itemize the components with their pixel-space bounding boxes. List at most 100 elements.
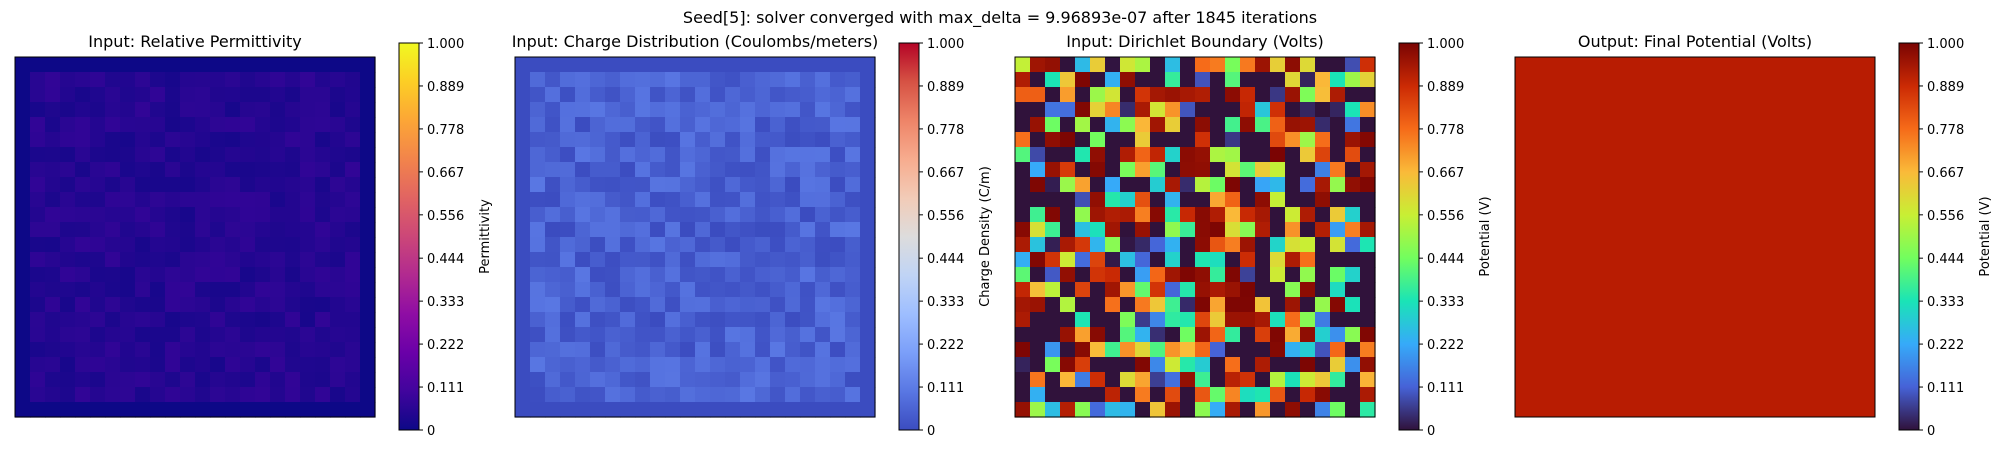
heatmap-cell <box>45 72 61 88</box>
heatmap-cell <box>740 102 756 118</box>
heatmap-cell <box>1225 387 1241 403</box>
heatmap-cell <box>240 312 256 328</box>
heatmap-cell <box>1330 357 1346 373</box>
heatmap-cell <box>60 387 76 403</box>
heatmap-cell <box>1105 57 1121 73</box>
heatmap-cell <box>360 147 376 163</box>
heatmap-cell <box>1195 192 1211 208</box>
heatmap-cell <box>1300 132 1316 148</box>
heatmap-cell <box>560 342 576 358</box>
heatmap-cell <box>620 282 636 298</box>
heatmap-cell <box>1180 402 1196 418</box>
heatmap-cell <box>345 252 361 268</box>
heatmap-cell <box>180 297 196 313</box>
heatmap-cell <box>635 297 651 313</box>
heatmap-cell <box>1285 297 1301 313</box>
heatmap-cell <box>1045 87 1061 103</box>
heatmap-cell <box>315 72 331 88</box>
heatmap-cell <box>1030 87 1046 103</box>
heatmap-cell <box>740 162 756 178</box>
heatmap-cell <box>90 222 106 238</box>
heatmap-cell <box>195 237 211 253</box>
heatmap-cell <box>270 72 286 88</box>
heatmap-cell <box>860 282 876 298</box>
colorbar-tick-label: 0.444 <box>1927 252 1964 267</box>
heatmap-cell <box>605 87 621 103</box>
heatmap-cell <box>1300 342 1316 358</box>
heatmap-cell <box>150 87 166 103</box>
heatmap-cell <box>1120 57 1136 73</box>
heatmap-cell <box>105 387 121 403</box>
heatmap-cell <box>225 282 241 298</box>
heatmap-cell <box>755 222 771 238</box>
heatmap-cell <box>860 357 876 373</box>
heatmap-cell <box>1330 312 1346 328</box>
heatmap-cell <box>210 402 226 418</box>
heatmap-cell <box>210 222 226 238</box>
heatmap-cell <box>710 117 726 133</box>
heatmap-cell <box>1255 162 1271 178</box>
heatmap-cell <box>1360 192 1376 208</box>
heatmap-cell <box>90 237 106 253</box>
heatmap-cell <box>165 117 181 133</box>
heatmap-cell <box>1315 342 1331 358</box>
heatmap-cell <box>1060 177 1076 193</box>
heatmap-cell <box>1150 267 1166 283</box>
heatmap-cell <box>225 312 241 328</box>
heatmap-cell <box>1315 237 1331 253</box>
heatmap-cell <box>740 342 756 358</box>
heatmap-cell <box>1090 147 1106 163</box>
heatmap-cell <box>1285 222 1301 238</box>
heatmap-cell <box>90 282 106 298</box>
heatmap-cell <box>770 312 786 328</box>
heatmap-cell <box>195 117 211 133</box>
heatmap-cell <box>105 402 121 418</box>
heatmap-cell <box>1315 222 1331 238</box>
heatmap-cell <box>1045 147 1061 163</box>
heatmap-cell <box>165 132 181 148</box>
heatmap-cell <box>1180 57 1196 73</box>
heatmap-cell <box>1195 252 1211 268</box>
heatmap-cell <box>1300 72 1316 88</box>
heatmap-cell <box>105 297 121 313</box>
heatmap-cell <box>1105 327 1121 343</box>
heatmap-cell <box>1300 327 1316 343</box>
heatmap-cell <box>1210 57 1226 73</box>
heatmap-cell <box>150 297 166 313</box>
heatmap-cell <box>1300 282 1316 298</box>
heatmap-cell <box>815 222 831 238</box>
heatmap-cell <box>255 297 271 313</box>
heatmap-cell <box>1015 117 1031 133</box>
colorbar-tick-label: 0.333 <box>1427 295 1464 310</box>
heatmap-cell <box>680 222 696 238</box>
heatmap-cell <box>1300 192 1316 208</box>
heatmap-cell <box>30 222 46 238</box>
heatmap-cell <box>1255 132 1271 148</box>
heatmap-cell <box>1030 342 1046 358</box>
heatmap-cell <box>650 402 666 418</box>
heatmap-cell <box>90 357 106 373</box>
heatmap-cell <box>1150 357 1166 373</box>
heatmap-cell <box>360 72 376 88</box>
heatmap-cell <box>1165 102 1181 118</box>
heatmap-cell <box>1330 327 1346 343</box>
colorbar-tick-label: 1.000 <box>1927 37 1964 52</box>
heatmap-cell <box>1180 177 1196 193</box>
heatmap-cell <box>1210 87 1226 103</box>
heatmap-cell <box>770 117 786 133</box>
heatmap-cell <box>105 252 121 268</box>
heatmap-cell <box>695 267 711 283</box>
heatmap-cell <box>665 132 681 148</box>
heatmap-cell <box>135 72 151 88</box>
heatmap-cell <box>1060 282 1076 298</box>
heatmap-cell <box>545 282 561 298</box>
heatmap-cell <box>770 57 786 73</box>
heatmap-cell <box>800 57 816 73</box>
heatmap-cell <box>1360 57 1376 73</box>
heatmap-cell <box>1300 312 1316 328</box>
heatmap-cell <box>1255 192 1271 208</box>
heatmap-cell <box>285 87 301 103</box>
heatmap-cell <box>60 222 76 238</box>
heatmap-cell <box>1150 252 1166 268</box>
heatmap-cell <box>1105 402 1121 418</box>
